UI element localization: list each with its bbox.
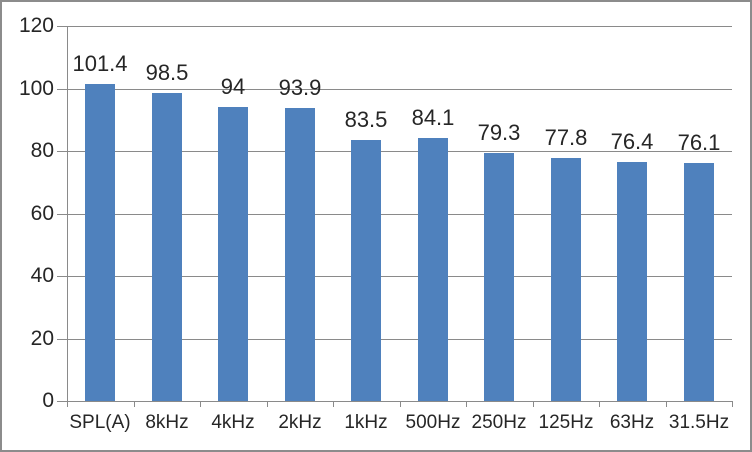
x-tick-mark	[400, 401, 401, 407]
bar-value-label: 101.4	[72, 51, 128, 76]
bar-value-label: 84.1	[411, 105, 455, 130]
bar	[351, 140, 381, 401]
x-tick-mark	[67, 401, 68, 407]
x-axis-category-label: 250Hz	[471, 412, 527, 433]
y-axis-tick-label: 0	[42, 389, 54, 412]
x-tick-mark	[666, 401, 667, 407]
y-axis-tick-label: 120	[18, 14, 54, 37]
x-tick-mark	[333, 401, 334, 407]
x-tick-mark	[533, 401, 534, 407]
gridline	[67, 26, 732, 27]
x-axis-category-label: 8kHz	[145, 412, 189, 433]
bar	[684, 163, 714, 401]
x-axis-category-label: 63Hz	[609, 412, 655, 433]
x-tick-mark	[732, 401, 733, 407]
y-axis-tick-label: 100	[18, 77, 54, 100]
y-axis-tick-label: 80	[30, 139, 54, 162]
gridline	[67, 214, 732, 215]
gridline	[67, 151, 732, 152]
x-axis-category-label: 2kHz	[278, 412, 322, 433]
y-axis-tick-label: 20	[30, 327, 54, 350]
bar-value-label: 93.9	[278, 75, 322, 100]
gridline	[67, 89, 732, 90]
gridline	[67, 339, 732, 340]
bar-value-label: 83.5	[344, 107, 388, 132]
y-axis-tick-label: 40	[30, 264, 54, 287]
x-tick-mark	[134, 401, 135, 407]
bar	[484, 153, 514, 401]
y-axis-tick-label: 60	[30, 202, 54, 225]
y-tick-mark	[57, 89, 67, 90]
y-tick-mark	[57, 26, 67, 27]
y-tick-mark	[57, 151, 67, 152]
bar	[152, 93, 182, 401]
x-axis-category-label: 125Hz	[538, 412, 594, 433]
bar	[285, 108, 315, 401]
x-axis-category-label: 31.5Hz	[668, 412, 730, 433]
x-axis-category-label: SPL(A)	[69, 412, 131, 433]
bar-value-label: 98.5	[145, 60, 189, 85]
bar-value-label: 76.4	[610, 129, 654, 154]
x-tick-mark	[466, 401, 467, 407]
bar	[617, 162, 647, 401]
x-axis-category-label: 500Hz	[405, 412, 461, 433]
y-axis-line	[67, 26, 68, 401]
bar-value-label: 77.8	[544, 125, 588, 150]
bar	[418, 138, 448, 401]
y-tick-mark	[57, 401, 67, 402]
x-axis-category-label: 1kHz	[344, 412, 388, 433]
gridline	[67, 401, 732, 402]
bar-value-label: 94	[220, 74, 246, 99]
x-tick-mark	[267, 401, 268, 407]
bar	[85, 84, 115, 401]
y-tick-mark	[57, 214, 67, 215]
gridline	[67, 276, 732, 277]
bar	[218, 107, 248, 401]
bar-value-label: 76.1	[677, 130, 721, 155]
y-tick-mark	[57, 339, 67, 340]
y-tick-mark	[57, 276, 67, 277]
x-tick-mark	[200, 401, 201, 407]
x-axis-category-label: 4kHz	[211, 412, 255, 433]
x-tick-mark	[599, 401, 600, 407]
bar-value-label: 79.3	[477, 120, 521, 145]
bar	[551, 158, 581, 401]
